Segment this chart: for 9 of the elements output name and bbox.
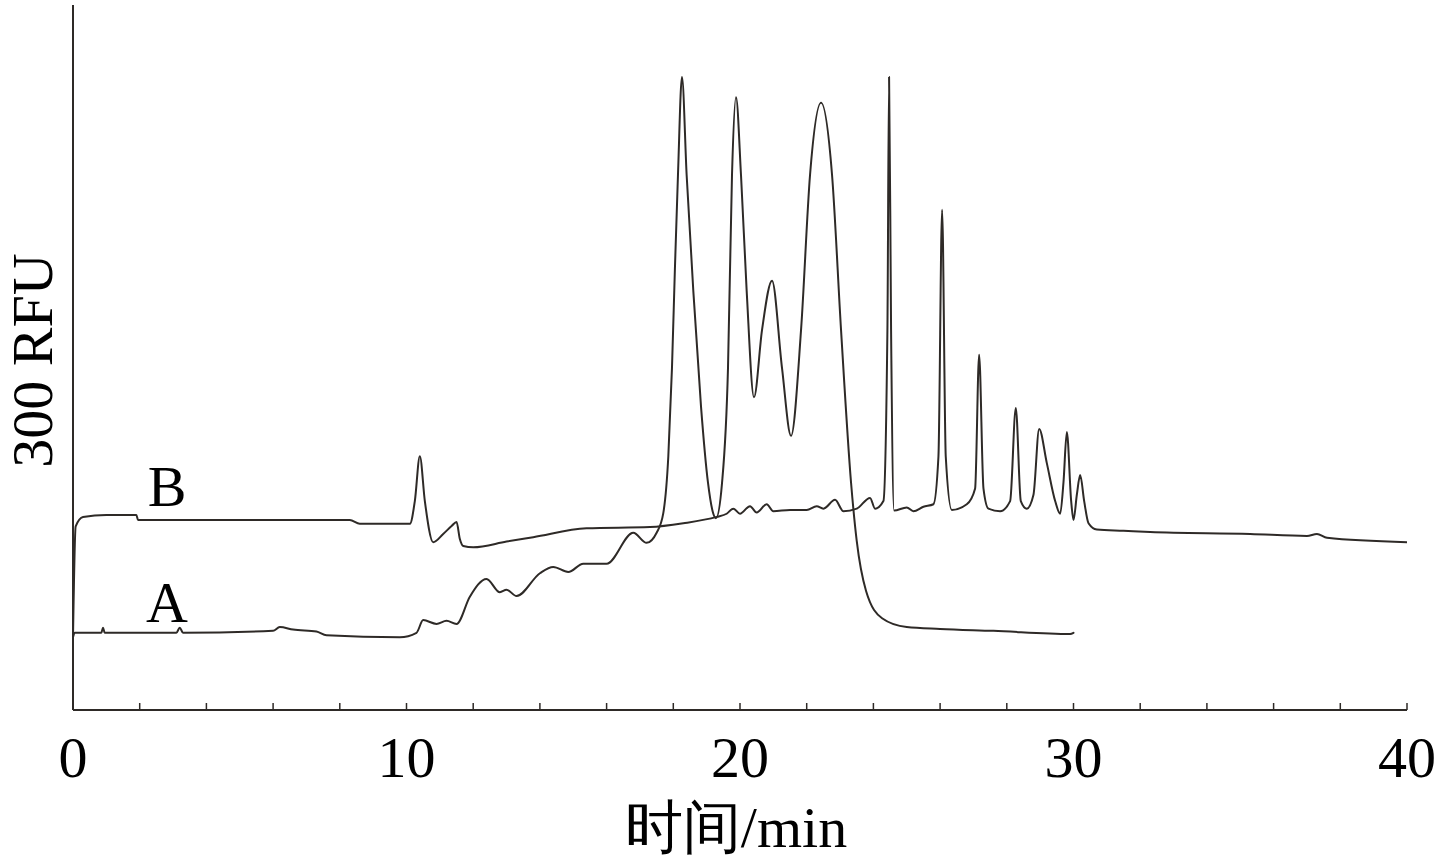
series-label: A — [146, 569, 189, 635]
x-axis-title: 时间/min — [624, 795, 848, 859]
x-tick-label: 30 — [1044, 725, 1103, 790]
x-tick-label: 10 — [377, 725, 436, 790]
series-label: B — [147, 453, 187, 519]
x-tick-label: 0 — [58, 725, 88, 790]
x-tick-label: 40 — [1378, 725, 1436, 790]
y-axis-title: 300 RFU — [0, 253, 65, 468]
x-tick-label: 20 — [711, 725, 769, 790]
